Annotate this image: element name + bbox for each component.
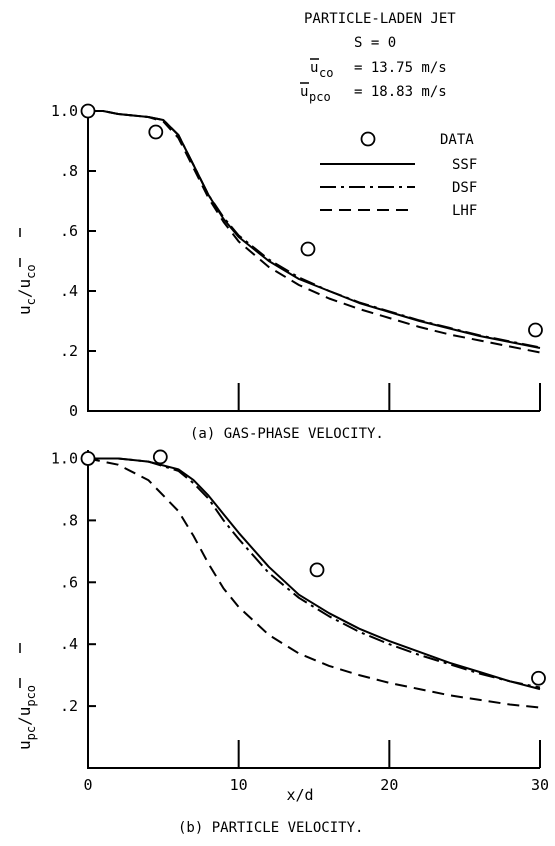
figure-header: PARTICLE-LADEN JET S = 0 u co = 13.75 m/…: [300, 11, 456, 104]
svg-text:upc/upco: upc/upco: [15, 685, 38, 750]
panel-a-caption: (a) GAS-PHASE VELOCITY.: [190, 426, 384, 442]
svg-text:= 18.83 m/s: = 18.83 m/s: [354, 84, 447, 100]
panel-a-y-axis-label: uc/uco: [15, 264, 38, 315]
x-tick-label: 20: [380, 776, 398, 794]
legend-dsf-label: DSF: [452, 180, 477, 196]
header-uco: u co = 13.75 m/s: [310, 58, 447, 80]
svg-text:u: u: [310, 60, 318, 76]
legend: DATA SSF DSF LHF: [320, 131, 477, 219]
legend-data-marker-icon: [360, 131, 376, 147]
panel-b-axes: [87, 450, 540, 769]
x-tick-label: 30: [531, 776, 549, 794]
series-ssf-line: [88, 457, 541, 691]
header-swirl: S = 0: [354, 35, 396, 51]
panel-b-x-axis-label: x/d: [286, 786, 313, 804]
panel-b-y-axis-label: upc/upco: [15, 685, 38, 750]
legend-data-label: DATA: [440, 132, 474, 148]
y-tick-label: 1.0: [51, 102, 78, 120]
data-point-marker: [148, 124, 164, 140]
series-dsf-line: [88, 110, 541, 349]
header-title: PARTICLE-LADEN JET: [304, 11, 456, 27]
data-point-marker: [152, 449, 168, 465]
y-tick-label: .8: [60, 511, 78, 529]
data-point-marker: [80, 451, 96, 466]
header-upco: u pco = 18.83 m/s: [300, 82, 447, 104]
y-tick-label: 0: [69, 402, 78, 420]
y-tick-label: .2: [60, 697, 78, 715]
panel-b-caption: (b) PARTICLE VELOCITY.: [178, 820, 363, 836]
x-tick-label: 0: [83, 776, 92, 794]
panel-b-chart: upc/upco .2 .4 .6 .8 1.0 0 10 20 30 x/d (b) PAR…: [15, 449, 549, 836]
y-tick-label: .6: [60, 573, 78, 591]
y-tick-label: 1.0: [51, 449, 78, 467]
data-point-marker: [531, 670, 546, 686]
x-tick-label: 10: [230, 776, 248, 794]
data-point-marker: [80, 103, 96, 119]
svg-text:uc/uco: uc/uco: [15, 264, 38, 315]
data-point-marker: [309, 562, 325, 578]
y-tick-label: .4: [60, 282, 78, 300]
y-tick-label: .4: [60, 635, 78, 653]
svg-text:= 13.75 m/s: = 13.75 m/s: [354, 60, 447, 76]
y-tick-label: .6: [60, 222, 78, 240]
series-lhf-line: [87, 457, 541, 709]
svg-text:u: u: [300, 84, 308, 100]
svg-text:co: co: [319, 66, 333, 80]
data-point-marker: [300, 241, 316, 257]
data-point-marker: [528, 322, 543, 338]
panel-a-axes: [87, 108, 540, 412]
panel-a-chart: uc/uco 0 .2 .4 .6 .8 1.0 (a) GAS-PHASE VELOCI…: [15, 102, 543, 442]
y-tick-label: .8: [60, 162, 78, 180]
legend-lhf-label: LHF: [452, 203, 477, 219]
legend-ssf-label: SSF: [452, 157, 477, 173]
y-tick-label: .2: [60, 342, 78, 360]
svg-text:pco: pco: [309, 90, 331, 104]
series-dsf-line: [88, 457, 541, 689]
series-lhf-line: [88, 110, 541, 354]
